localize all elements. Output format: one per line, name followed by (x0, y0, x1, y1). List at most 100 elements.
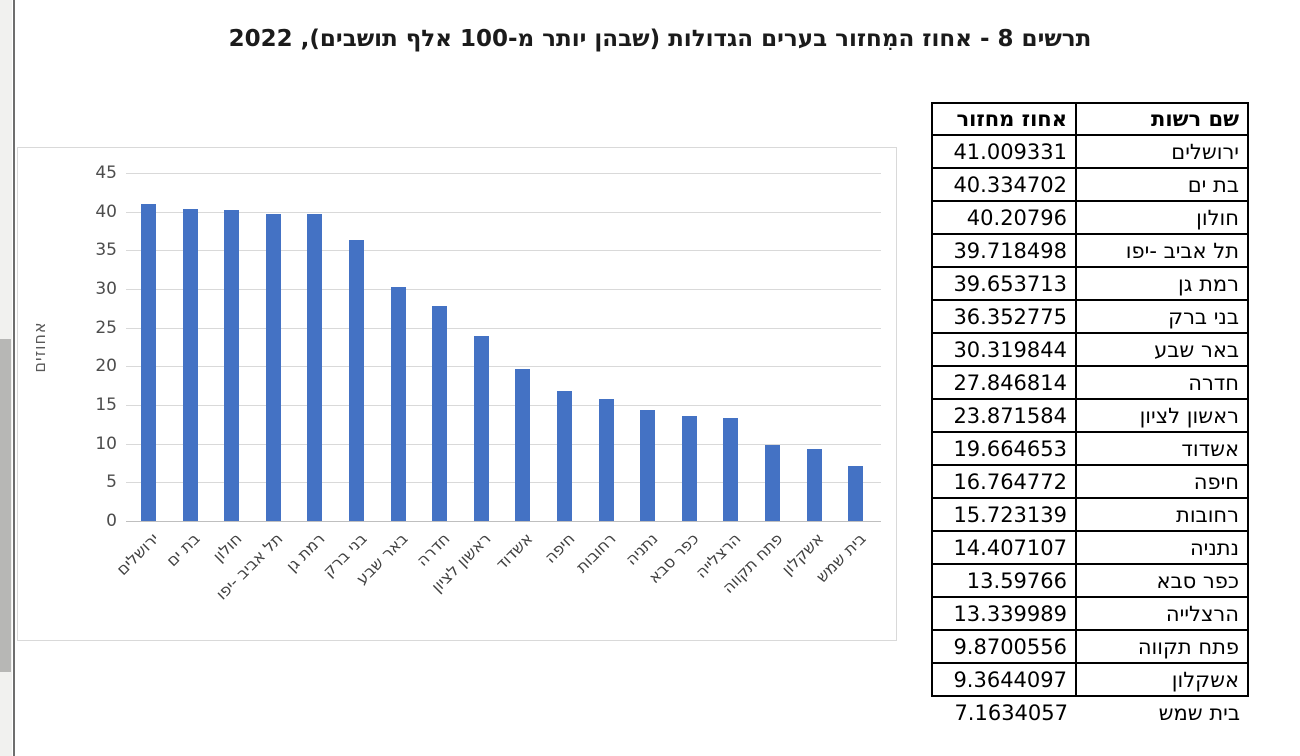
table-cell-name: בת ים (1075, 167, 1249, 202)
gridline-y0 (126, 521, 881, 522)
gridline-y25 (126, 327, 881, 329)
table-cell-name: חולון (1075, 200, 1249, 235)
table-cell-name: כפר סבא (1075, 563, 1249, 598)
gridline-y35 (126, 250, 881, 252)
chart-bar (182, 209, 198, 521)
table-cell-value: 9.8700556 (931, 629, 1077, 664)
chart-bar (515, 368, 531, 521)
table-cell-name: פתח תקווה (1075, 629, 1249, 664)
table-cell-value: 19.664653 (931, 431, 1077, 466)
y-tick-label: 40 (95, 201, 117, 222)
table-cell-value: 16.764772 (931, 464, 1077, 499)
y-tick-label: 5 (106, 472, 117, 493)
table-cell-value: 27.846814 (931, 365, 1077, 400)
gridline-y15 (126, 405, 881, 406)
table-row: אשדוד 19.664653 (931, 431, 1249, 466)
chart-bar (432, 305, 448, 521)
table-cell-value: 40.20796 (931, 200, 1077, 235)
table-row: חדרה 27.846814 (931, 365, 1249, 400)
chart-title: תרשים 8 - אחוז המִחזור בערים הגדולות (שב… (228, 26, 1092, 52)
table-cell-value: 13.339989 (931, 596, 1077, 631)
table-row: בית שמש 7.1634057 (932, 696, 1248, 729)
gridline-y40 (126, 211, 881, 213)
chart-bar (473, 336, 489, 521)
table-cell-value: 9.3644097 (931, 662, 1077, 697)
table-cell-name: חדרה (1075, 365, 1249, 400)
table-cell-name: רחובות (1075, 497, 1249, 532)
table-row: הרצלייה 13.339989 (931, 596, 1249, 631)
chart-bar (598, 399, 614, 521)
y-tick-label: 25 (95, 317, 117, 338)
table-cell-value: 23.871584 (931, 398, 1077, 433)
chart-bar (723, 417, 739, 521)
table-cell-value: 15.723139 (931, 497, 1077, 532)
y-tick-label: 10 (95, 433, 117, 454)
table-cell-value: 36.352775 (931, 299, 1077, 334)
table-header-name: שם רשות (1075, 102, 1249, 136)
table-cell-name: הרצלייה (1075, 596, 1249, 631)
table-row: באר שבע 30.319844 (931, 332, 1249, 367)
table-cell-value: 40.334702 (931, 167, 1077, 202)
table-header-row: שם רשות אחוז מחזור (931, 102, 1249, 136)
data-table: שם רשות אחוז מחזור ירושלים 41.009331 בת ים… (931, 102, 1249, 729)
y-tick-label: 15 (95, 395, 117, 415)
chart-bar (848, 465, 864, 521)
table-header-value: אחוז מחזור (931, 102, 1077, 136)
table-cell-name: באר שבע (1075, 332, 1249, 367)
y-tick-label: 35 (95, 240, 117, 261)
gridline-y5 (126, 482, 881, 484)
table-cell-name: בית שמש (1158, 701, 1240, 725)
table-cell-name: בני ברק (1075, 299, 1249, 334)
y-axis-title: אחוזים (30, 321, 49, 373)
window-edge (13, 0, 15, 756)
table-cell-name: תל אביב -יפו (1075, 233, 1249, 268)
table-cell-value: 39.718498 (931, 233, 1077, 268)
table-cell-value: 13.59766 (931, 563, 1077, 598)
gridline-y20 (126, 366, 881, 368)
y-tick-label: 0 (106, 511, 117, 531)
table-row: ירושלים 41.009331 (931, 134, 1249, 169)
table-row: תל אביב -יפו 39.718498 (931, 233, 1249, 268)
gridline-y30 (126, 289, 881, 290)
table-cell-value: 41.009331 (931, 134, 1077, 169)
y-tick-label: 30 (95, 279, 117, 299)
table-row: ראשון לציון 23.871584 (931, 398, 1249, 433)
chart-bar (640, 409, 656, 521)
table-row: רמת גן 39.653713 (931, 266, 1249, 301)
table-cell-name: רמת גן (1075, 266, 1249, 301)
chart-bar (141, 203, 156, 521)
chart-bar (265, 213, 281, 521)
table-cell-value: 30.319844 (931, 332, 1077, 367)
table-cell-name: אשדוד (1075, 431, 1249, 466)
table-row: בת ים 40.334702 (931, 167, 1249, 202)
chart-bar (349, 239, 364, 521)
scrollbar-track[interactable] (0, 0, 12, 756)
table-row: נתניה 14.407107 (931, 530, 1249, 565)
chart-bar (806, 448, 822, 521)
gridline-y10 (126, 443, 881, 445)
table-row: חולון 40.20796 (931, 200, 1249, 235)
table-row: כפר סבא 13.59766 (931, 563, 1249, 598)
table-cell-name: אשקלון (1075, 662, 1249, 697)
table-cell-name: נתניה (1075, 530, 1249, 565)
gridline-y45 (126, 173, 881, 174)
table-cell-value: 39.653713 (931, 266, 1077, 301)
chart-bar (765, 444, 780, 521)
table-cell-name: ירושלים (1075, 134, 1249, 169)
table-cell-value: 14.407107 (931, 530, 1077, 565)
y-tick-label: 20 (95, 356, 117, 377)
y-tick-label: 45 (95, 163, 117, 183)
chart-bar (557, 391, 572, 521)
table-row: פתח תקווה 9.8700556 (931, 629, 1249, 664)
table-cell-name: חיפה (1075, 464, 1249, 499)
chart-bar (681, 415, 697, 521)
table-row: בני ברק 36.352775 (931, 299, 1249, 334)
table-cell-value: 7.1634057 (954, 701, 1068, 725)
chart-bar (224, 210, 240, 521)
scrollbar-thumb[interactable] (0, 339, 11, 672)
table-cell-name: ראשון לציון (1075, 398, 1249, 433)
table-row: רחובות 15.723139 (931, 497, 1249, 532)
chart-bar (307, 214, 323, 521)
table-row: אשקלון 9.3644097 (931, 662, 1249, 697)
